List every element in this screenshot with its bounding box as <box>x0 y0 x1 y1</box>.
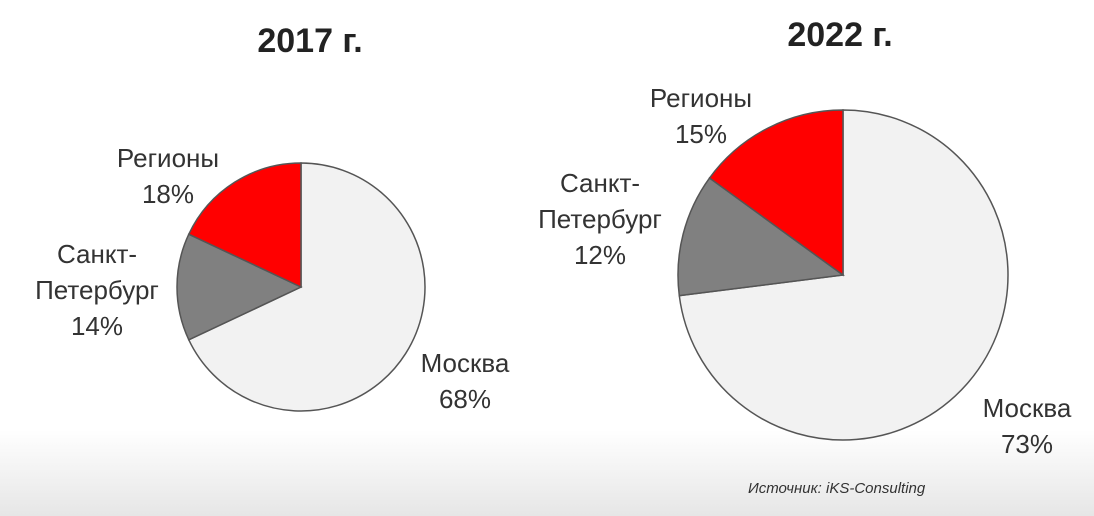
pie-slice <box>677 176 845 297</box>
chart-title: 2017 г. <box>257 22 363 60</box>
value-label: 14% <box>70 311 124 341</box>
chart-title: 2022 г. <box>787 16 893 54</box>
slice-label: Санкт-Петербург 14% <box>22 236 172 344</box>
slice-label: Москва 73% <box>952 390 1094 462</box>
value-label: 73% <box>1000 429 1054 459</box>
category-label: Санкт-Петербург <box>35 239 159 305</box>
category-label: Регионы <box>116 143 220 173</box>
pie-slice <box>187 162 426 412</box>
category-label: Регионы <box>649 83 753 113</box>
value-label: 12% <box>573 240 627 270</box>
pie-slice <box>176 233 303 341</box>
slice-label: Санкт-Петербург 12% <box>525 165 675 273</box>
pie-slice <box>708 109 844 277</box>
category-label: Москва <box>982 393 1072 423</box>
slice-label: Регионы 15% <box>626 80 776 152</box>
slice-label: Регионы 18% <box>93 140 243 212</box>
value-label: 15% <box>674 119 728 149</box>
pie-slice <box>187 162 302 289</box>
source: Источник: iKS-Consulting <box>748 480 926 497</box>
value-label: 68% <box>438 384 492 414</box>
category-label: Санкт-Петербург <box>538 168 662 234</box>
value-label: 18% <box>141 179 195 209</box>
slice-label: Москва 68% <box>390 345 540 417</box>
category-label: Москва <box>420 348 510 378</box>
